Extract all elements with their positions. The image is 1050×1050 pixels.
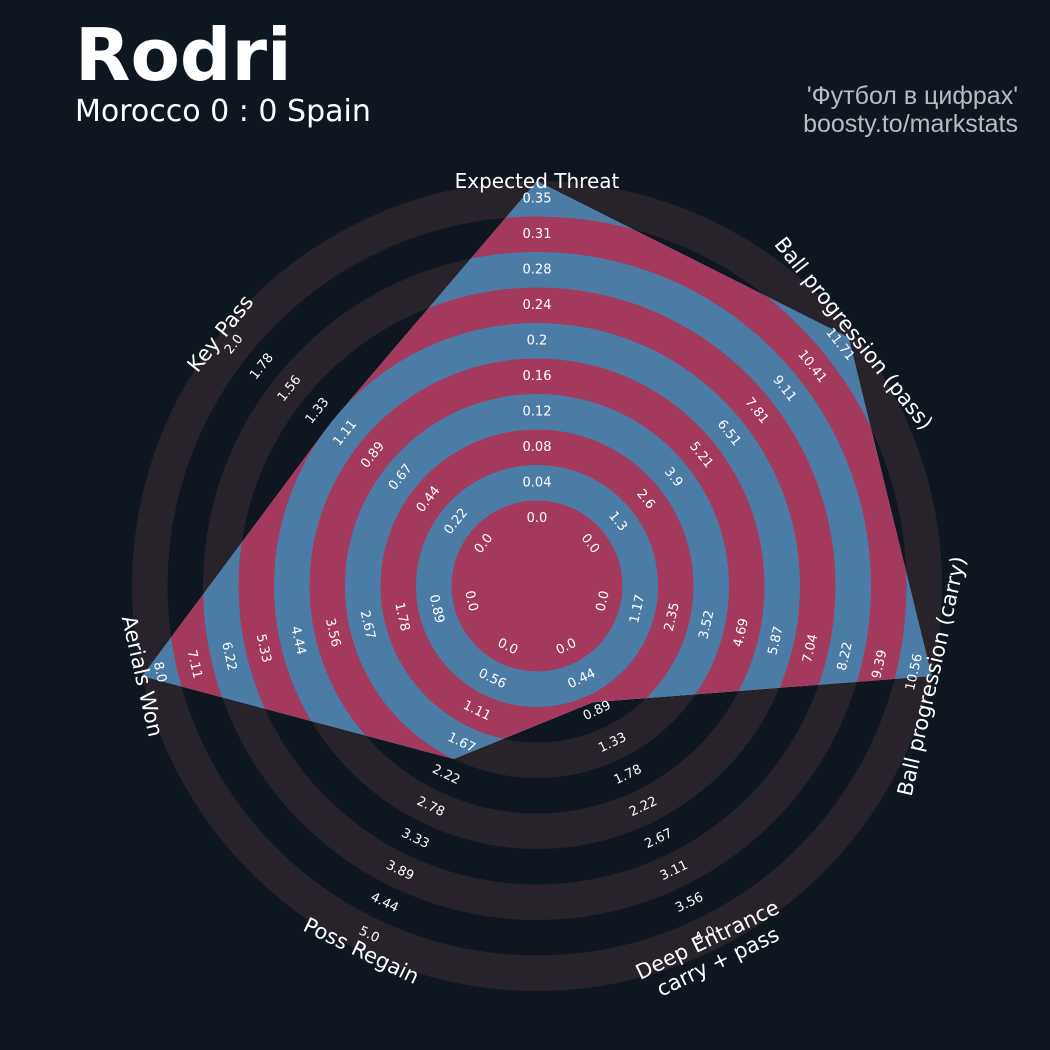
match-score-subtitle: Morocco 0 : 0 Spain xyxy=(75,94,371,129)
tick-label: 8.22 xyxy=(835,641,856,673)
tick-label: 2.67 xyxy=(357,609,378,641)
credit-line-1: 'Футбол в цифрах' xyxy=(806,82,1018,110)
ring-highlight-center xyxy=(487,536,587,636)
tick-label: 0.0 xyxy=(461,589,480,613)
tick-label: 3.56 xyxy=(322,617,343,649)
tick-label: 0.35 xyxy=(523,191,552,206)
tick-label: 4.69 xyxy=(731,617,752,649)
tick-label: 0.0 xyxy=(593,589,612,613)
tick-label: 0.89 xyxy=(426,593,447,625)
tick-label: 4.44 xyxy=(287,625,308,657)
tick-label: 5.87 xyxy=(766,625,787,657)
tick-label: 1.78 xyxy=(391,601,412,633)
tick-label: 0.24 xyxy=(523,298,552,313)
tick-label: 0.16 xyxy=(523,369,552,384)
tick-label: 0.12 xyxy=(523,404,552,419)
tick-label: 0.2 xyxy=(527,333,548,348)
tick-label: 6.22 xyxy=(218,641,239,673)
tick-label: 7.11 xyxy=(184,649,205,681)
tick-label: 3.52 xyxy=(696,609,717,641)
tick-label: 0.0 xyxy=(527,511,548,526)
tick-label: 0.04 xyxy=(523,475,552,490)
tick-label: 7.04 xyxy=(800,633,821,665)
tick-label: 8.0 xyxy=(150,660,169,684)
tick-label: 0.28 xyxy=(523,262,552,277)
tick-label: 2.35 xyxy=(662,601,683,633)
param-label: Expected Threat xyxy=(455,169,620,193)
tick-label: 1.17 xyxy=(627,593,648,625)
tick-label: 0.08 xyxy=(523,440,552,455)
tick-label: 9.39 xyxy=(869,649,890,681)
tick-label: 5.33 xyxy=(253,633,274,665)
player-name-title: Rodri xyxy=(75,13,292,97)
credit-line-2: boosty.to/markstats xyxy=(803,110,1018,138)
tick-label: 0.31 xyxy=(523,227,552,242)
